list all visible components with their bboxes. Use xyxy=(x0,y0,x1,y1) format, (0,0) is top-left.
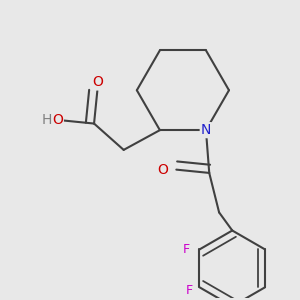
Text: F: F xyxy=(182,243,190,256)
Text: F: F xyxy=(186,284,193,297)
Text: H: H xyxy=(41,113,52,127)
Text: O: O xyxy=(52,113,63,127)
Text: O: O xyxy=(92,75,103,89)
Text: N: N xyxy=(201,123,211,137)
Text: O: O xyxy=(157,163,168,177)
